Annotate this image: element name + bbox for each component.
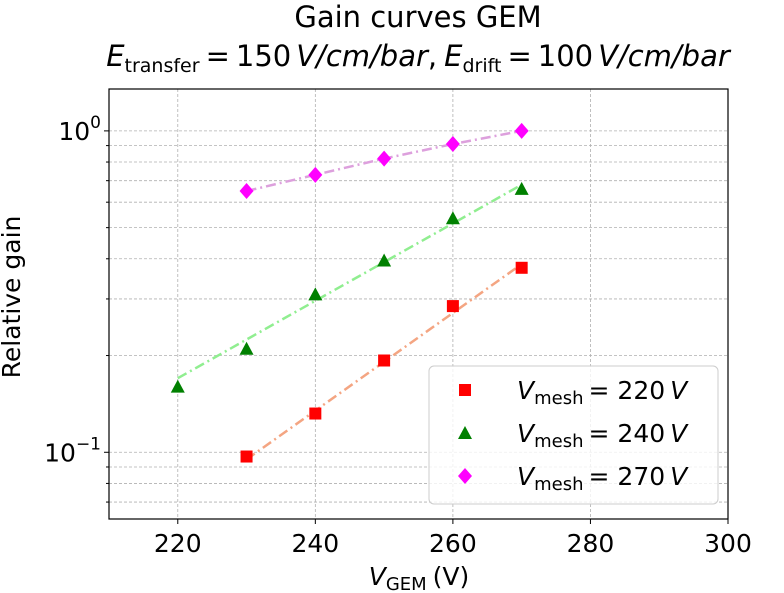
data-point-series-1 [240, 450, 253, 463]
legend-marker-3 [458, 468, 472, 484]
data-point-series-2 [445, 211, 460, 225]
legend-label-3: Vmesh = 270 V [517, 462, 689, 495]
axis-ticks: 220 240 260 280 300 10−1 100 [44, 113, 752, 558]
x-tick-label: 260 [429, 529, 477, 558]
y-axis-label: Relative gain [0, 216, 26, 379]
plot-frame [108, 88, 729, 520]
x-tick-label: 220 [154, 529, 202, 558]
x-axis-label: VGEM (V) [369, 562, 470, 593]
data-point-series-3 [377, 150, 392, 167]
x-tick-label: 300 [704, 529, 752, 558]
data-point-series-2 [514, 181, 529, 195]
data-markers [170, 122, 529, 463]
y-tick-label: 100 [58, 113, 101, 146]
data-point-series-2 [377, 253, 392, 267]
legend-marker-1 [459, 384, 471, 396]
data-point-series-1 [309, 407, 322, 420]
data-point-series-2 [308, 287, 323, 301]
chart-title-line1: Gain curves GEM [294, 0, 541, 34]
data-point-series-1 [446, 300, 459, 313]
data-point-series-2 [239, 341, 254, 355]
fit-line-2 [177, 183, 523, 380]
data-point-series-3 [445, 136, 460, 153]
data-point-series-1 [378, 354, 391, 367]
legend-box [428, 365, 719, 505]
data-point-series-3 [514, 122, 529, 139]
chart-title-line2: Etransfer = 150 V/cm/bar, Edrift = 100 V/cm/bar [106, 39, 732, 77]
x-tick-label: 280 [567, 529, 615, 558]
legend-label-1: Vmesh = 220 V [517, 376, 689, 409]
data-point-series-3 [239, 183, 254, 200]
legend: Vmesh = 220 V Vmesh = 240 V Vmesh = 270 V [428, 365, 719, 505]
y-tick-label: 10−1 [44, 434, 101, 467]
legend-label-2: Vmesh = 240 V [517, 419, 689, 452]
data-point-series-3 [308, 166, 323, 183]
data-point-series-1 [515, 261, 528, 274]
x-tick-label: 240 [291, 529, 339, 558]
legend-marker-2 [458, 426, 472, 439]
data-point-series-2 [170, 379, 185, 393]
